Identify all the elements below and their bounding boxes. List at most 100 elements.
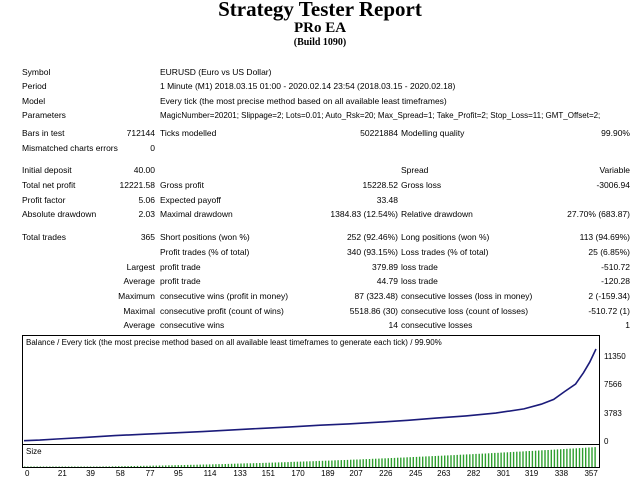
size-bar	[243, 463, 245, 467]
row-b-value: -510.72	[601, 262, 630, 272]
bars-label: Bars in test	[22, 128, 65, 138]
size-bar	[500, 452, 502, 467]
row-b-value: 2 (-159.34)	[588, 291, 630, 301]
size-bar	[309, 461, 311, 467]
x-tick-label: 226	[379, 469, 393, 478]
y-tick-label: 7566	[604, 380, 622, 390]
size-bar	[58, 466, 60, 467]
size-frame	[22, 444, 600, 468]
mismatch-value: 0	[150, 143, 155, 153]
size-bar	[569, 448, 571, 467]
size-bar	[296, 461, 299, 467]
size-bar	[484, 453, 487, 467]
size-bar	[221, 464, 223, 467]
absolute-drawdown-label: Absolute drawdown	[22, 209, 97, 219]
size-bar	[312, 461, 314, 467]
size-bar	[509, 452, 512, 467]
row-a-value: 5518.86 (30)	[349, 306, 398, 316]
x-tick-label: 282	[466, 469, 481, 478]
size-bar	[469, 454, 471, 467]
size-bar	[409, 457, 411, 467]
row-b-label: loss trade	[401, 276, 438, 286]
chart-frame	[22, 335, 600, 447]
size-bar	[475, 453, 477, 467]
size-bar	[218, 464, 220, 467]
size-bar	[155, 465, 157, 467]
size-bar	[61, 466, 63, 467]
ticks-value: 50221884	[360, 128, 398, 138]
size-bar	[431, 456, 433, 467]
report-title: Strategy Tester Report	[218, 0, 422, 21]
x-tick-label: 133	[233, 469, 247, 478]
size-bar	[588, 447, 590, 467]
size-bar	[403, 457, 405, 467]
size-bar	[290, 461, 292, 467]
size-bar	[350, 459, 352, 467]
size-bar	[406, 457, 408, 467]
size-bar	[105, 466, 107, 467]
profit-trades-label: Profit trades (% of total)	[160, 247, 250, 257]
size-bar	[459, 454, 462, 467]
row-b-label: consecutive losses	[401, 320, 473, 330]
row-a-value: 379.89	[372, 262, 398, 272]
size-bar	[522, 451, 524, 467]
size-bar	[563, 449, 565, 467]
row-prefix: Maximum	[118, 291, 155, 301]
size-bar	[359, 459, 361, 467]
size-bar	[440, 455, 443, 467]
row-a-label: consecutive wins	[160, 320, 225, 330]
size-bar	[42, 466, 45, 467]
size-bar	[519, 451, 521, 467]
size-bar	[77, 466, 79, 467]
size-bar	[497, 452, 499, 467]
size-bar	[52, 466, 54, 467]
expected-payoff-label: Expected payoff	[160, 195, 221, 205]
size-bar	[547, 450, 549, 467]
size-bar	[538, 450, 540, 467]
build-label: (Build 1090)	[293, 37, 347, 48]
size-bar	[478, 453, 480, 467]
size-bar	[196, 464, 198, 467]
size-bar	[246, 463, 248, 467]
gross-loss-label: Gross loss	[401, 180, 442, 190]
size-bar	[346, 459, 349, 467]
x-tick-label: 151	[261, 469, 275, 478]
size-bar	[415, 456, 418, 467]
size-bar	[425, 456, 427, 467]
size-bar	[89, 466, 92, 467]
size-bar	[428, 456, 430, 467]
size-bar	[450, 455, 452, 467]
size-bar	[566, 448, 568, 467]
size-bar	[356, 459, 358, 467]
size-bar	[202, 464, 205, 467]
y-tick-label: 3783	[604, 408, 622, 418]
size-bar	[371, 458, 374, 467]
size-bar	[274, 462, 277, 467]
size-bar	[375, 458, 377, 467]
spread-value: Variable	[599, 165, 630, 175]
size-bar	[447, 455, 449, 467]
size-bar	[541, 450, 543, 467]
size-bar	[39, 466, 42, 467]
parameters-value: MagicNumber=20201; Slippage=2; Lots=0.01…	[160, 111, 601, 120]
x-tick-label: 357	[584, 469, 598, 478]
row-b-value: -510.72 (1)	[588, 306, 630, 316]
row-prefix: Largest	[126, 262, 155, 272]
size-bar	[199, 464, 201, 467]
bars-value: 712144	[126, 128, 155, 138]
size-bar	[465, 454, 468, 467]
ea-name: PRo EA	[293, 20, 347, 36]
size-bar	[114, 466, 117, 467]
spread-label: Spread	[401, 165, 429, 175]
size-bar	[168, 465, 170, 467]
net-profit-value: 12221.58	[119, 180, 155, 190]
x-tick-label: 301	[496, 469, 511, 478]
x-tick-label: 245	[408, 469, 423, 478]
x-axis: 0 21 39 58 77 95 114 133 151 170 189 207 226 245 263 28…	[22, 468, 612, 480]
size-bar	[368, 459, 371, 467]
total-trades-label: Total trades	[22, 232, 66, 242]
size-bar	[127, 466, 129, 467]
x-tick-label: 189	[321, 469, 335, 478]
y-tick-label: 0	[604, 437, 609, 446]
x-tick-label: 263	[437, 469, 451, 478]
